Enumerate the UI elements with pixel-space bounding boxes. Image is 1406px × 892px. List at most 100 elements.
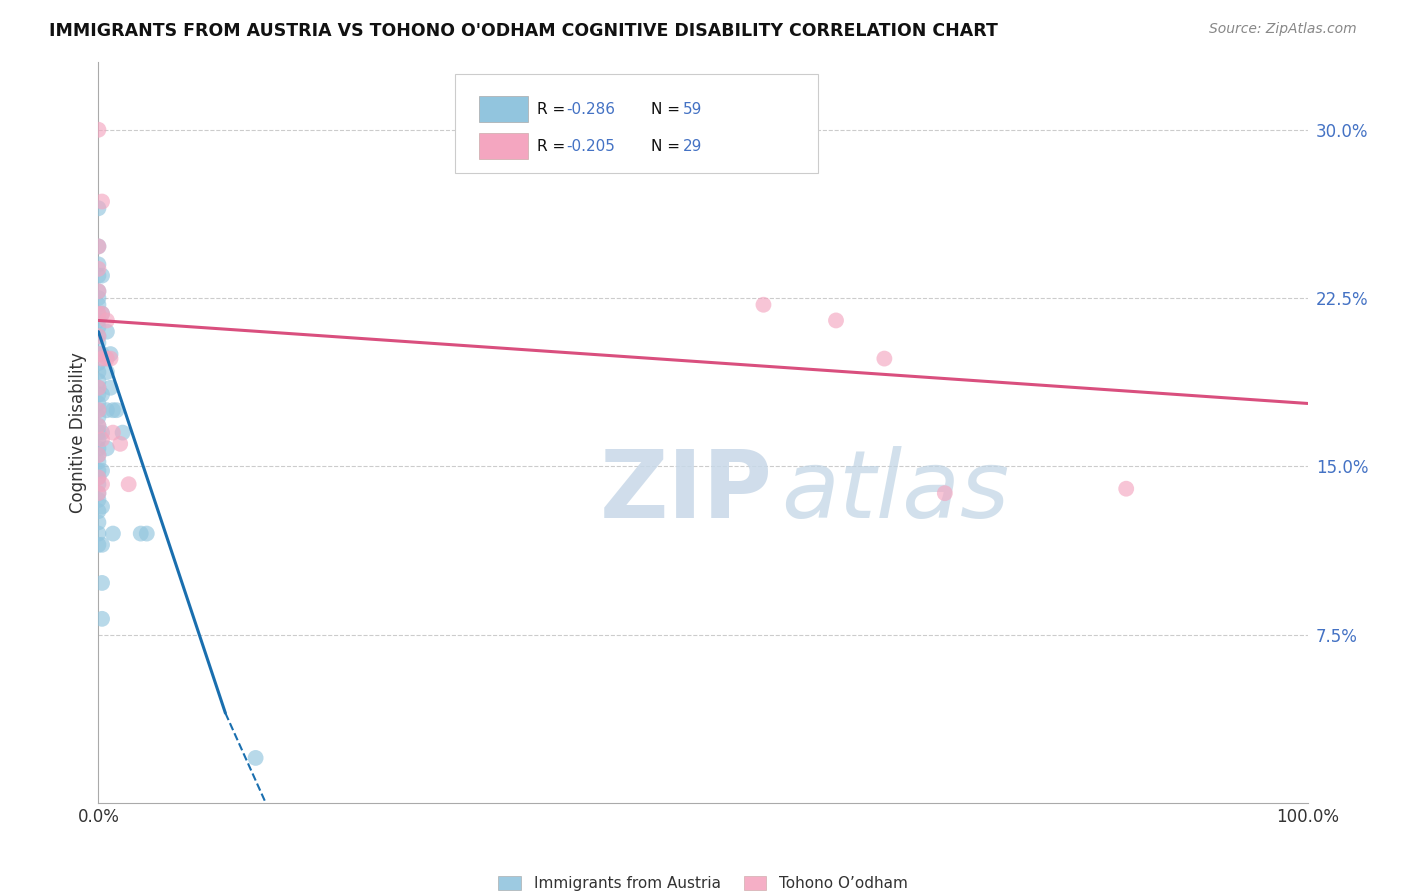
Point (87, 504, 110, 518)
Point (91, 425, 114, 440)
Bar (479, 133, 527, 159)
Point (91, 307, 114, 321)
Point (87, 329, 110, 343)
Point (87, 307, 110, 321)
Point (87, 486, 110, 500)
Point (87, 285, 110, 299)
Point (91, 307, 114, 321)
Point (87, 464, 110, 478)
Point (96, 442, 118, 456)
Point (87, 239, 110, 253)
Point (87, 492, 110, 507)
Point (245, 751, 267, 765)
Point (105, 403, 128, 417)
Point (135, 526, 157, 541)
Point (87, 335, 110, 350)
Point (1115, 482, 1137, 496)
Point (87, 486, 110, 500)
Point (87, 261, 110, 276)
Point (100, 351, 122, 366)
Point (87, 442, 110, 456)
Bar (479, 95, 527, 121)
Point (752, 298, 775, 312)
Point (100, 347, 122, 361)
Point (87, 403, 110, 417)
Point (87, 538, 110, 552)
Point (87, 381, 110, 395)
Point (118, 477, 141, 491)
Point (87, 268, 110, 283)
Text: N =: N = (651, 102, 685, 117)
Point (87, 374, 110, 388)
Point (111, 425, 134, 440)
Point (87, 320, 110, 334)
Point (108, 437, 131, 451)
Point (87, 291, 110, 305)
Point (87, 477, 110, 491)
Point (87, 470, 110, 484)
Point (825, 313, 848, 327)
Point (91, 538, 114, 552)
Point (91, 387, 114, 401)
Point (87, 122, 110, 136)
Legend: Immigrants from Austria, Tohono O’odham: Immigrants from Austria, Tohono O’odham (499, 876, 907, 891)
Point (91, 477, 114, 491)
Text: 29: 29 (682, 138, 702, 153)
Point (87, 425, 110, 440)
Point (934, 486, 956, 500)
Point (87, 298, 110, 312)
Point (87, 403, 110, 417)
Point (87, 516, 110, 530)
Point (87, 329, 110, 343)
Point (101, 403, 124, 417)
Point (87, 347, 110, 361)
Point (87, 313, 110, 327)
Text: -0.205: -0.205 (567, 138, 616, 153)
Point (87, 381, 110, 395)
Point (91, 576, 114, 591)
Point (87, 526, 110, 541)
Point (96, 403, 118, 417)
Point (87, 239, 110, 253)
Text: ZIP: ZIP (600, 446, 773, 538)
Point (129, 526, 152, 541)
Point (87, 448, 110, 462)
Text: R =: R = (537, 138, 571, 153)
Point (91, 433, 114, 447)
Point (87, 307, 110, 321)
Text: N =: N = (651, 138, 685, 153)
Point (96, 313, 118, 327)
Point (101, 425, 124, 440)
Text: 59: 59 (682, 102, 702, 117)
Point (96, 351, 118, 366)
Point (87, 418, 110, 433)
Point (87, 285, 110, 299)
Point (87, 418, 110, 433)
Point (87, 387, 110, 401)
Point (91, 351, 114, 366)
Text: IMMIGRANTS FROM AUSTRIA VS TOHONO O'ODHAM COGNITIVE DISABILITY CORRELATION CHART: IMMIGRANTS FROM AUSTRIA VS TOHONO O'ODHA… (49, 22, 998, 40)
Point (101, 526, 124, 541)
Point (96, 365, 118, 379)
Point (87, 409, 110, 424)
Text: -0.286: -0.286 (567, 102, 616, 117)
Point (96, 325, 118, 339)
Point (87, 470, 110, 484)
Point (91, 268, 114, 283)
FancyBboxPatch shape (456, 73, 818, 173)
Point (100, 381, 122, 395)
Point (87, 201, 110, 215)
Point (87, 347, 110, 361)
Text: Source: ZipAtlas.com: Source: ZipAtlas.com (1209, 22, 1357, 37)
Text: R =: R = (537, 102, 571, 117)
Text: atlas: atlas (782, 446, 1010, 537)
Point (91, 347, 114, 361)
Point (91, 194, 114, 209)
Point (873, 351, 896, 366)
Point (87, 455, 110, 469)
Y-axis label: Cognitive Disability: Cognitive Disability (69, 352, 87, 513)
Point (87, 396, 110, 410)
Point (87, 356, 110, 370)
Point (91, 464, 114, 478)
Point (87, 365, 110, 379)
